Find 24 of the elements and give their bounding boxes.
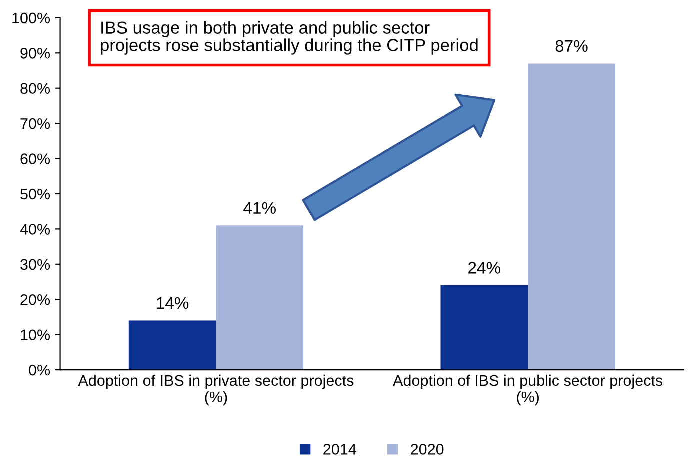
y-tick-label: 0% bbox=[29, 364, 50, 376]
y-tick-label: 90% bbox=[20, 48, 50, 59]
y-tick-label: 40% bbox=[20, 224, 50, 235]
data-label: 87% bbox=[556, 40, 588, 52]
y-tick-label: 100% bbox=[12, 12, 50, 24]
bar bbox=[440, 286, 528, 370]
legend-label: 2014 bbox=[324, 444, 356, 455]
data-label: 24% bbox=[468, 262, 500, 274]
data-label: 41% bbox=[244, 202, 276, 214]
data-label: 14% bbox=[157, 297, 189, 310]
annotation: IBS usage in both private and public sector projects rose substantially during the CITP period bbox=[101, 21, 478, 55]
y-tick-label: 50% bbox=[20, 188, 50, 200]
legend-label: 2020 bbox=[411, 444, 444, 455]
y-tick-label: 60% bbox=[20, 154, 50, 164]
bar bbox=[128, 320, 216, 370]
bar bbox=[216, 226, 304, 370]
x-tick-label: Adoption of IBS in public sector projects (%) bbox=[393, 374, 663, 406]
y-tick-label: 80% bbox=[20, 83, 50, 94]
x-tick-label: Adoption of IBS in private sector projects (%) bbox=[78, 374, 354, 406]
y-tick-label: 10% bbox=[21, 330, 50, 341]
y-tick-label: 70% bbox=[20, 118, 50, 130]
y-tick-label: 30% bbox=[20, 259, 50, 270]
y-tick-label: 20% bbox=[20, 294, 50, 306]
bar bbox=[528, 64, 616, 370]
